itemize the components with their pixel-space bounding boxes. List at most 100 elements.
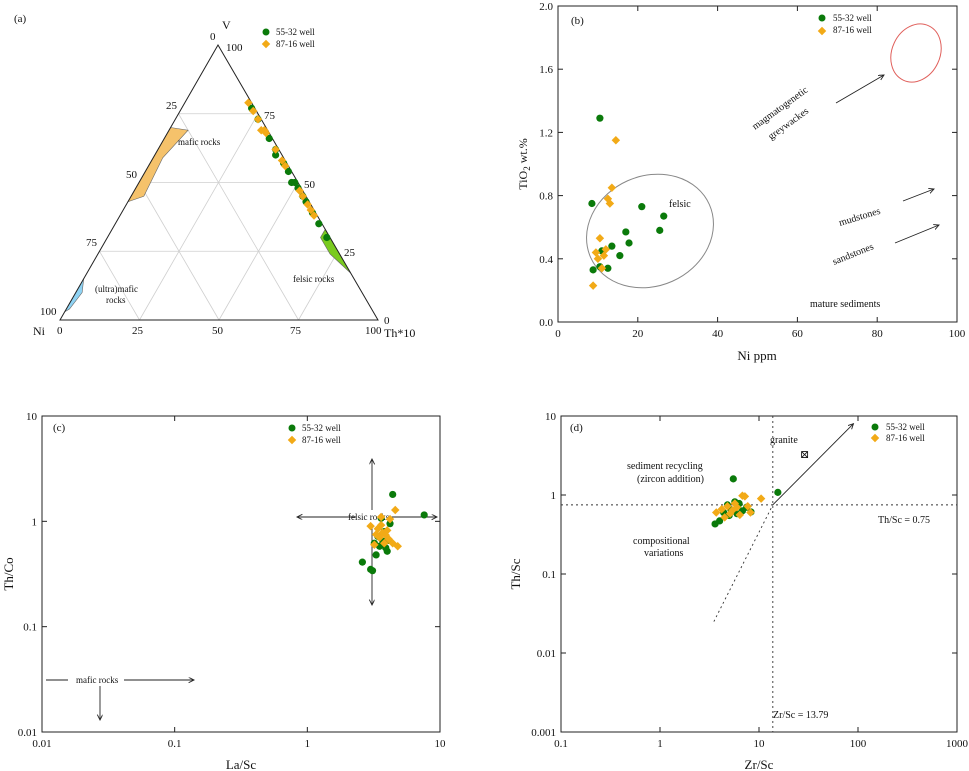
d-annotation-variations-1: compositional — [633, 536, 690, 547]
b-y-axis-label: TiO2 wt.% — [516, 138, 532, 189]
a-legend: 55-32 well 87-16 well — [261, 27, 315, 49]
d-annotation-granite: granite — [770, 435, 798, 446]
b-point-87-16 — [607, 183, 617, 192]
panel-d: (d) 0.1 1 10 100 1000 0.001 0.01 0.1 1 10 Zr/Sc T… — [508, 411, 969, 771]
panel-c-label: (c) — [53, 422, 66, 434]
b-points — [588, 114, 668, 290]
c-point-87-16 — [376, 512, 386, 522]
c-xtick-label: 0.1 — [168, 738, 182, 750]
d-point-87-16 — [743, 502, 753, 511]
b-xtick-label: 60 — [792, 328, 804, 340]
c-legend: 55-32 well 87-16 well — [287, 423, 341, 445]
c-point-87-16 — [380, 538, 389, 548]
ternary-gridline — [139, 113, 259, 321]
d-point-55-32 — [774, 488, 782, 496]
c-plot-frame — [41, 415, 441, 733]
b-xtick-label: 100 — [949, 328, 966, 340]
c-point-87-16 — [391, 505, 400, 515]
d-recycling-trend-arrow — [772, 424, 854, 506]
b-point-87-16 — [597, 264, 607, 273]
c-ytick-label: 1 — [32, 516, 38, 528]
d-ytick-label: 0.01 — [537, 648, 556, 660]
c-point-87-16 — [370, 540, 379, 549]
a-point-55-32 — [272, 151, 280, 159]
d-annotation-th-sc: Th/Sc = 0.75 — [878, 515, 930, 526]
c-xtick-label: 10 — [435, 738, 447, 750]
vertex-right-label: Th*10 — [384, 326, 415, 340]
c-xtick-label: 1 — [305, 738, 311, 750]
d-points — [711, 475, 782, 528]
b-y-axis-sub: 2 — [522, 166, 532, 171]
d-x-axis-label: Zr/Sc — [745, 757, 774, 771]
d-y-axis-label: Th/Sc — [508, 558, 523, 589]
a-left-tick-50: 50 — [126, 169, 138, 181]
a-point-87-16 — [253, 115, 263, 124]
b-annotation-mature: mature sediments — [810, 299, 880, 310]
a-point-87-16 — [256, 126, 266, 135]
c-point-87-16 — [393, 542, 402, 551]
panel-c: (c) 0.01 0.1 1 10 0.01 0.1 1 10 La/Sc Th/Co fel… — [1, 411, 446, 771]
d-point-87-16 — [735, 510, 745, 520]
a-left-tick-75: 75 — [86, 237, 98, 249]
c-legend-label-87-16: 87-16 well — [302, 435, 341, 445]
c-x-axis-label: La/Sc — [226, 757, 257, 771]
a-point-87-16 — [248, 106, 258, 116]
b-arrow-sandstones — [894, 225, 939, 244]
b-y-axis-main: TiO — [516, 170, 530, 189]
ternary-grid — [99, 113, 339, 321]
a-bottom-tick-100: 100 — [365, 325, 382, 337]
d-point-87-16 — [732, 502, 742, 512]
a-point-55-32 — [315, 220, 323, 228]
d-legend: 55-32 well 87-16 well — [870, 422, 925, 443]
b-xtick-label: 40 — [712, 328, 724, 340]
a-left-tick-100: 100 — [40, 306, 57, 318]
a-point-87-16 — [277, 156, 287, 165]
b-annotation-mudstones: mudstones — [838, 206, 882, 229]
b-legend-marker-87-16 — [817, 26, 827, 36]
b-legend-marker-55-32 — [818, 14, 826, 22]
a-point-55-32 — [265, 134, 273, 143]
vertex-left-label: Ni — [33, 324, 46, 338]
b-ytick-label: 0.4 — [539, 254, 553, 266]
c-legend-marker-87-16 — [287, 435, 297, 445]
c-annotation-felsic: felsic rocks — [348, 512, 390, 522]
a-point-87-16 — [303, 200, 312, 209]
d-annotation-variations-2: variations — [644, 548, 684, 559]
d-point-55-32 — [729, 475, 737, 483]
a-legend-label-55-32: 55-32 well — [276, 27, 315, 37]
d-ytick-label: 1 — [551, 490, 557, 502]
c-point-87-16 — [382, 526, 392, 535]
b-plot-frame — [557, 5, 958, 323]
panel-a: (a) V Ni Th*10 0 25 50 75 100 0 25 50 75… — [14, 13, 415, 340]
b-point-87-16 — [588, 281, 598, 290]
a-field-label-felsic: felsic rocks — [293, 274, 335, 284]
c-point-55-32 — [358, 558, 366, 566]
panel-a-label: (a) — [14, 13, 27, 25]
b-arrow-mudstones — [902, 189, 934, 202]
c-point-55-32 — [368, 567, 377, 575]
d-legend-label-55-32: 55-32 well — [886, 422, 925, 432]
d-point-55-32 — [716, 517, 724, 525]
d-point-87-16 — [740, 492, 750, 501]
b-point-55-32 — [588, 199, 596, 208]
ternary-gridline — [99, 251, 140, 321]
d-point-87-16 — [723, 502, 732, 511]
c-ticks: 0.01 0.1 1 10 0.01 0.1 1 10 — [18, 411, 446, 750]
a-point-87-16 — [271, 145, 280, 154]
c-point-55-32 — [389, 490, 397, 499]
a-field-label-ultramafic-1: (ultra)mafic — [95, 284, 138, 294]
d-xtick-label: 1000 — [946, 738, 969, 750]
a-point-87-16 — [280, 161, 290, 171]
b-point-87-16 — [595, 234, 605, 243]
a-point-87-16 — [295, 186, 304, 195]
c-xtick-label: 0.01 — [32, 738, 51, 750]
d-plot-frame — [560, 415, 958, 733]
c-y-axis-label: Th/Co — [1, 557, 16, 590]
vertex-top-label: V — [222, 18, 231, 32]
a-bottom-tick-0: 0 — [57, 325, 63, 337]
b-point-55-32 — [596, 114, 604, 122]
b-legend-label-55-32: 55-32 well — [833, 13, 872, 23]
d-ytick-label: 0.1 — [542, 569, 556, 581]
d-annotation-zr-sc: Zr/Sc = 13.79 — [773, 710, 828, 721]
c-points — [358, 490, 428, 575]
